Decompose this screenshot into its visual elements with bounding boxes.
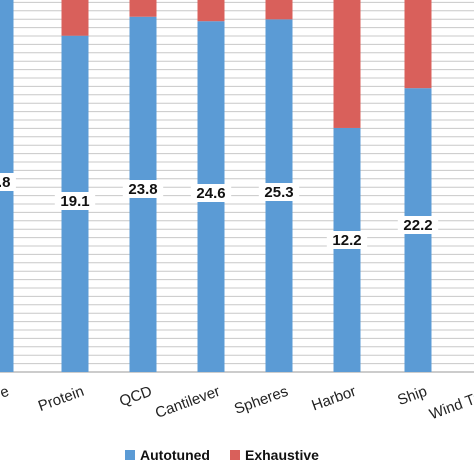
x-tick-label: Ship [395, 383, 429, 409]
data-label: 12.2 [332, 232, 361, 249]
bar-exhaustive-spheres [265, 0, 293, 20]
data-label-box [397, 216, 439, 234]
legend: Autotuned Exhaustive [125, 447, 319, 463]
bar-autotuned-harbor [333, 127, 361, 372]
bars [0, 0, 432, 373]
data-label: 25.3 [264, 184, 293, 201]
legend-label-exhaustive: Exhaustive [245, 447, 319, 463]
bar-exhaustive-harbor [333, 0, 361, 128]
data-label-box [54, 192, 96, 210]
bar-exhaustive-ship [404, 0, 432, 89]
x-tick-label: Cantilever [153, 383, 222, 422]
bar-exhaustive-protein [61, 0, 89, 36]
x-tick-label: Spheres [232, 383, 290, 418]
data-label-box [122, 180, 164, 198]
data-label-box [0, 173, 16, 191]
legend-label-autotuned: Autotuned [140, 447, 210, 463]
data-label-box [326, 231, 368, 249]
data-label-box [258, 183, 300, 201]
x-tick-label: QCD [117, 383, 154, 410]
data-label: 23.8 [128, 181, 157, 198]
data-labels: 0.819.123.824.625.312.222.21 [0, 173, 439, 249]
bar-exhaustive-qcd [129, 0, 157, 17]
data-label: 0.8 [0, 174, 10, 191]
bar-exhaustive-cantilever [197, 0, 225, 22]
legend-swatch-exhaustive [230, 450, 240, 460]
x-tick-label: Protein [36, 383, 86, 415]
data-label: 22.2 [403, 217, 432, 234]
data-label: 24.6 [196, 185, 225, 202]
data-label: 19.1 [60, 193, 89, 210]
x-tick-label: Wind Tunn [427, 383, 474, 424]
x-tick-label: Harbor [309, 383, 358, 415]
data-label-box [190, 184, 232, 202]
legend-swatch-autotuned [125, 450, 135, 460]
x-tick-label: e [0, 383, 11, 402]
